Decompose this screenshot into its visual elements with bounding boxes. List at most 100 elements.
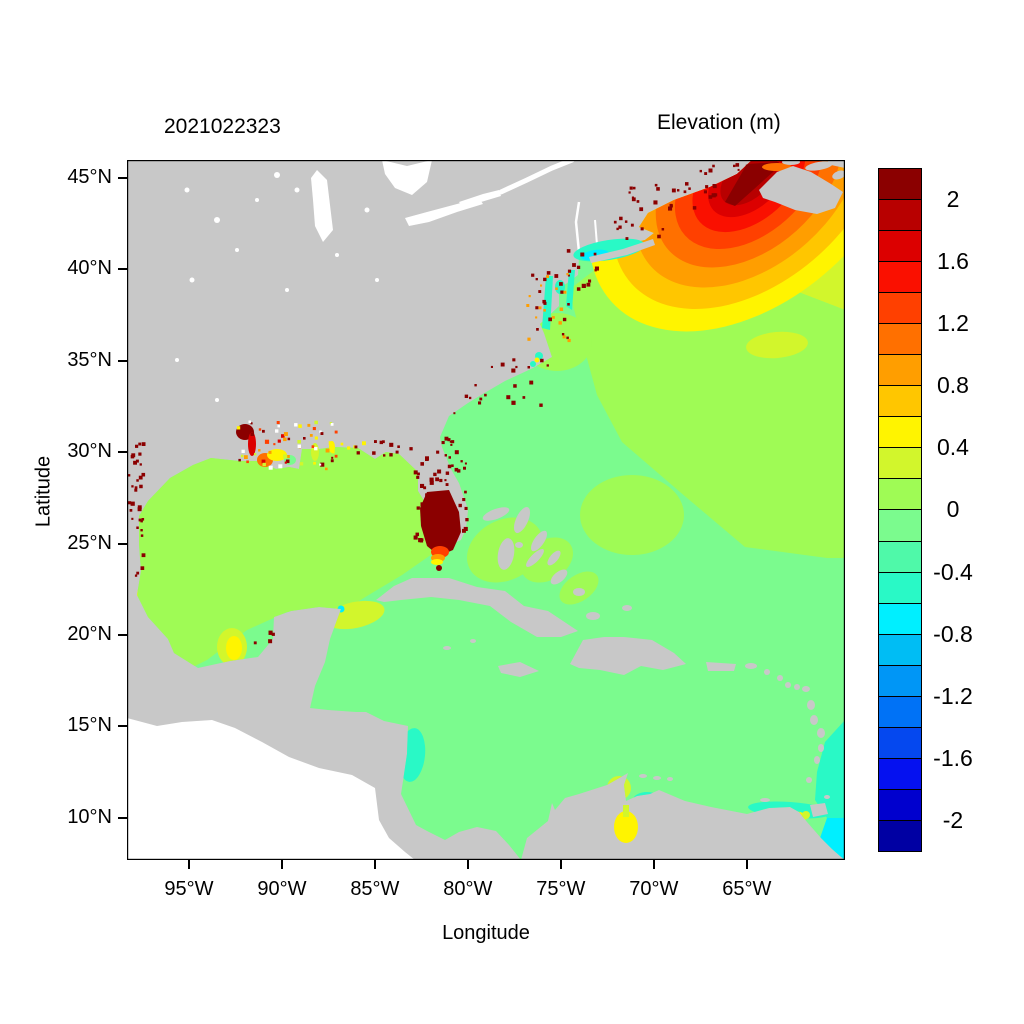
speckle-texas-coast [135,444,139,448]
speckle-maine-coast [631,197,636,202]
speckle-louisiana-marsh [254,453,257,456]
speckle-campeche-coast [268,630,273,635]
speckle-florida-east [463,526,468,531]
speckle-florida-inland [425,456,429,461]
speckle-carolinas [506,395,511,400]
speckle-panhandle [340,442,344,446]
speckle-louisiana-marsh [249,437,254,441]
island-st-vincent [814,756,820,764]
speckle-louisiana-marsh [314,446,318,451]
speckle-georgia-nfl [447,438,451,442]
speckle-louisiana-marsh [313,461,316,465]
y-tick-label: 25°N [67,531,112,554]
speckle-florida-east [457,469,461,473]
speckle-texas-coast [141,472,146,477]
speckle-georgia-nfl [453,412,456,415]
speckle-louisiana-marsh [312,427,316,431]
speckle-carolinas [511,400,516,405]
speckle-louisiana-marsh [314,436,318,440]
y-tick-label: 45°N [67,165,112,188]
speckle-maine-coast [653,200,658,205]
speckle-florida-east [454,467,459,472]
colorbar-cell [878,757,922,790]
speckle-texas-coast [133,460,137,465]
speckle-south-texas [140,529,143,532]
speckle-florida-west [415,532,419,537]
speckle-maine-coast [656,187,660,191]
speckle-louisiana-marsh [283,454,288,459]
pamlico-yellow-dot [534,357,540,363]
speckle-big-bend [372,451,376,455]
y-tick [118,176,127,179]
speckle-delmarva-chesapeake [538,306,542,310]
island-st-lucia [818,744,824,752]
x-axis-label: Longitude [442,922,530,944]
speckle-florida-west [416,475,420,479]
speckle-southern-new-england [630,223,634,227]
colorbar-tick-label: -2 [942,806,964,833]
speckle-georgia-nfl [451,440,455,444]
speckle-ny-nj-coast [572,263,576,267]
speckle-florida-east [464,490,467,494]
island-grenada [806,777,812,783]
speckle-louisiana-marsh [319,430,322,433]
speckle-louisiana-marsh [268,450,272,454]
lake-michigan [311,170,333,242]
colorbar-tick-label: -0.4 [933,558,973,585]
speckle-carolinas [469,396,472,400]
speckle-carolinas [490,365,493,368]
speckle-louisiana-marsh [309,434,313,437]
colorbar-cell [878,261,922,294]
speckle-delmarva-chesapeake [543,277,547,282]
speckle-southern-new-england [624,220,628,223]
island-cat [547,550,561,566]
speckle-st-lawrence [699,169,702,173]
speckle-southern-new-england [616,227,619,231]
speckle-panhandle [362,441,366,446]
speckle-florida-inland [429,477,434,482]
speckle-big-bend [374,440,377,443]
speckle-texas-coast [134,486,138,489]
y-axis-label: Latitude [32,456,55,528]
speckle-big-bend [397,445,400,448]
speckle-louisiana-marsh [246,460,249,464]
speckle-delmarva-chesapeake [558,321,562,325]
lake-ontario [459,190,501,208]
south-florida-maximum [420,490,461,556]
speckle-louisiana-marsh [294,423,298,427]
speckle-delmarva-chesapeake [560,290,564,294]
speckle-big-bend [389,453,393,457]
island-cuba [376,578,578,637]
speckle-delmarva-chesapeake [566,336,569,340]
speckle-delmarva-chesapeake [555,287,558,290]
speckle-ny-nj-coast [580,252,585,257]
speckle-florida-east [464,506,468,510]
speckle-florida-east [463,466,466,470]
colorbar-tick-label: 1.2 [937,310,969,337]
speckle-campeche-coast [253,641,257,645]
island-guadeloupe [807,700,815,710]
speckle-maine-coast [628,191,631,194]
speckle-maine-coast [713,184,717,189]
y-tick [118,451,127,454]
speckle-delmarva-chesapeake [546,275,549,278]
nova-scotia [759,166,843,214]
speckle-delmarva-chesapeake [567,269,572,273]
cape-breton [832,170,845,180]
speckle-ny-nj-coast [567,274,570,277]
island-tobago [824,795,830,799]
speckle-maine-coast [671,188,676,193]
speckle-st-lawrence [733,164,736,168]
speckle-delmarva-chesapeake [538,290,542,293]
speckle-florida-inland [429,480,434,485]
region-gulf-of-mexico [137,420,468,680]
speckle-st-lawrence [704,172,708,175]
colorbar-tick-label: 0.4 [937,434,969,461]
speckle-louisiana-marsh [264,439,270,444]
speckle-texas-coast [137,507,142,512]
speckle-maine-coast [654,183,658,187]
everglades-fringe-yellow [431,559,443,565]
speckle-louisiana-marsh [285,459,290,464]
everglades-outlier-dot [436,565,442,571]
